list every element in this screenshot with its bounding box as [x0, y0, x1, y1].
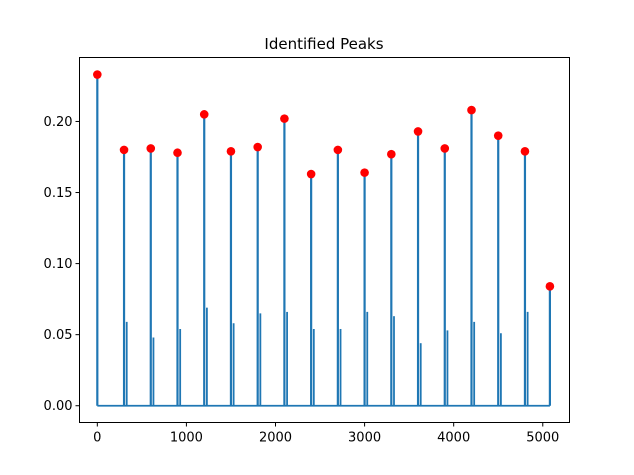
peak-marker-7	[280, 114, 289, 123]
peak-marker-2	[146, 144, 156, 153]
y-tick-label-2: 0.10	[44, 257, 73, 272]
plot-frame	[79, 57, 570, 423]
x-tick-label-4: 4000	[437, 431, 470, 446]
x-tick-label-2: 2000	[259, 431, 292, 446]
peak-marker-17	[545, 282, 555, 291]
peak-marker-14	[467, 105, 476, 115]
peak-marker-5	[226, 147, 236, 156]
peak-marker-8	[306, 169, 316, 179]
x-tick-label-3: 3000	[348, 431, 381, 446]
peak-marker-6	[253, 142, 262, 152]
peak-marker-9	[333, 145, 343, 155]
peak-marker-10	[360, 168, 369, 177]
peak-marker-0	[93, 70, 102, 79]
peak-marker-3	[173, 148, 182, 158]
x-tick-label-5: 5000	[526, 431, 559, 446]
peak-marker-12	[413, 127, 423, 136]
peak-marker-13	[440, 144, 450, 153]
y-axis: 0.00 0.05 0.10 0.15 0.20	[44, 115, 80, 414]
y-tick-label-0: 0.00	[44, 399, 73, 414]
peak-markers	[93, 70, 555, 291]
peak-marker-15	[493, 131, 503, 140]
peak-marker-1	[119, 145, 129, 155]
y-tick-label-1: 0.05	[44, 328, 73, 343]
peak-marker-16	[520, 147, 530, 156]
x-axis: 0 1000 2000 3000 4000 5000	[93, 422, 559, 446]
y-tick-label-4: 0.20	[44, 115, 73, 130]
chart-title: Identified Peaks	[264, 35, 383, 53]
peak-marker-11	[387, 149, 396, 159]
signal-layer	[96, 74, 552, 407]
x-tick-label-1: 1000	[170, 431, 203, 446]
peak-marker-4	[199, 110, 209, 119]
y-tick-label-3: 0.15	[44, 186, 73, 201]
x-tick-label-0: 0	[93, 431, 101, 446]
